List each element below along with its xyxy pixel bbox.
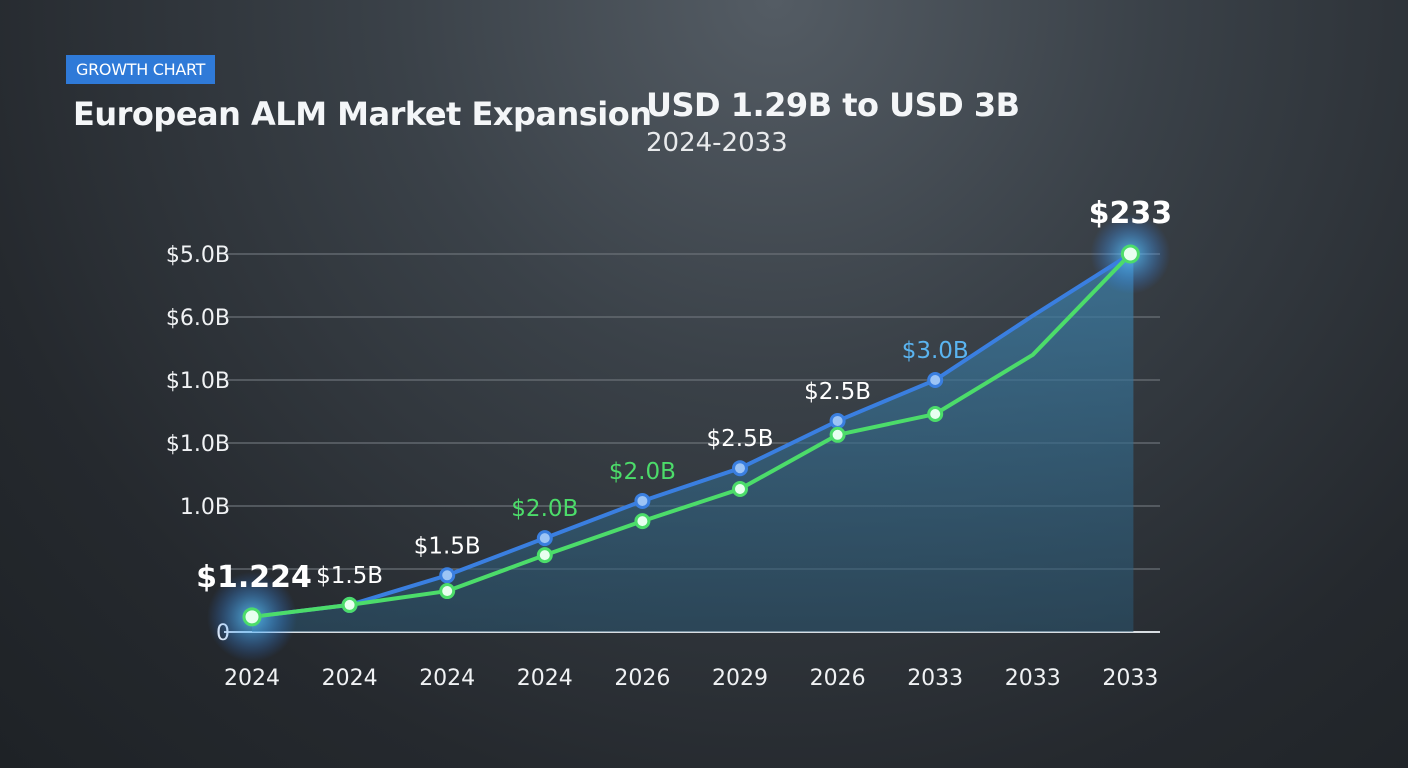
data-point — [634, 513, 651, 530]
data-point — [242, 607, 262, 627]
y-tick-label: $6.0B — [166, 306, 230, 331]
data-point — [829, 426, 846, 443]
data-point — [439, 583, 456, 600]
y-tick-label: $1.0B — [166, 432, 230, 457]
x-tick-label: 2026 — [810, 666, 866, 691]
x-tick-label: 2029 — [712, 666, 768, 691]
market-range-subtitle: USD 1.29B to USD 3B — [646, 86, 1020, 124]
period-subtitle: 2024-2033 — [646, 128, 788, 158]
data-label: $2.5B — [707, 426, 774, 452]
data-point — [732, 460, 748, 477]
x-tick-label: 2033 — [1005, 666, 1061, 691]
data-label: $2.0B — [609, 459, 676, 485]
data-label: $1.5B — [316, 563, 383, 589]
y-tick-label: $1.0B — [166, 369, 230, 394]
data-point — [927, 372, 944, 388]
chart-title: European ALM Market Expansion — [73, 95, 652, 133]
data-point — [732, 480, 748, 497]
x-tick-label: 2024 — [224, 666, 280, 691]
data-point — [1120, 244, 1140, 264]
series-line-2 — [251, 252, 1132, 619]
x-tick-label: 2024 — [322, 666, 378, 691]
data-label: $2.0B — [511, 496, 578, 522]
data-label: $233 — [1089, 196, 1173, 231]
x-tick-label: 2033 — [907, 666, 963, 691]
data-label: $2.5B — [804, 379, 871, 405]
data-point — [634, 492, 651, 509]
data-point — [439, 567, 456, 584]
data-label: $3.0B — [902, 338, 969, 364]
y-tick-label: $5.0B — [166, 243, 230, 268]
area-fill — [252, 254, 1134, 632]
x-tick-label: 2024 — [517, 666, 573, 691]
x-tick-label: 2026 — [614, 666, 670, 691]
data-point — [341, 596, 358, 613]
data-point — [927, 406, 944, 423]
x-tick-label: 2024 — [419, 666, 475, 691]
data-label: $1.5B — [414, 533, 481, 559]
data-label: $1.224 — [196, 560, 312, 595]
series-line-1 — [251, 252, 1132, 619]
data-point — [829, 412, 846, 429]
y-tick-label: 1.0B — [180, 495, 230, 520]
data-point — [536, 530, 553, 547]
data-point — [536, 547, 553, 564]
growth-chart-badge: GROWTH CHART — [66, 55, 216, 84]
x-tick-label: 2033 — [1102, 666, 1158, 691]
